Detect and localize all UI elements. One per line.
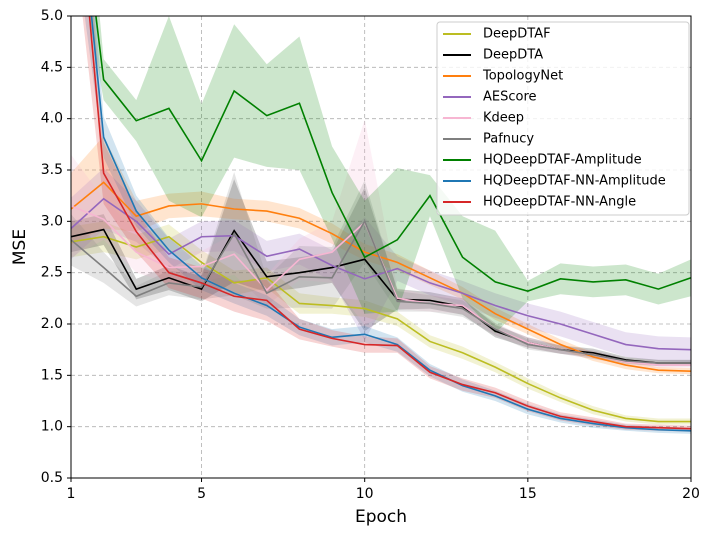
y-tick-label: 2.0 bbox=[41, 316, 63, 332]
y-tick-label: 4.5 bbox=[41, 59, 63, 75]
error-band bbox=[71, 172, 691, 367]
series-line bbox=[71, 228, 691, 364]
x-axis-label: Epoch bbox=[355, 507, 407, 527]
legend-frame bbox=[436, 21, 690, 216]
series-line bbox=[71, 235, 691, 423]
x-tick-label: 15 bbox=[519, 486, 537, 502]
y-tick-label: 2.5 bbox=[41, 265, 63, 281]
legend-label: HQDeepDTAF-NN-Amplitude bbox=[483, 174, 666, 189]
error-band bbox=[71, 221, 691, 425]
x-tick-label: 1 bbox=[67, 486, 76, 502]
legend: DeepDTAF DeepDTA TopologyNet AEScore Kdeep Pa… bbox=[436, 21, 690, 216]
legend-label: TopologyNet bbox=[482, 69, 563, 84]
x-tick-label: 20 bbox=[682, 486, 700, 502]
x-tick-label: 5 bbox=[197, 486, 206, 502]
error-band bbox=[71, 136, 691, 375]
plot-frame bbox=[70, 15, 692, 479]
lines bbox=[71, 16, 691, 432]
legend-label: DeepDTA bbox=[483, 48, 543, 63]
series-line bbox=[90, 16, 691, 432]
y-axis-label: MSE bbox=[10, 229, 30, 265]
series-line bbox=[71, 219, 691, 364]
series-line bbox=[88, 16, 691, 430]
series-line bbox=[71, 197, 691, 351]
ticks: 0.51.01.52.02.53.03.54.04.55.01 5 10 15 20 bbox=[41, 8, 700, 502]
series-line bbox=[95, 16, 691, 292]
legend-label: DeepDTAF bbox=[483, 27, 551, 42]
series-line bbox=[71, 181, 691, 373]
y-tick-label: 1.0 bbox=[41, 419, 63, 435]
legend-label: HQDeepDTAF-Amplitude bbox=[483, 153, 642, 168]
legend-label: AEScore bbox=[483, 90, 537, 105]
y-tick-label: 4.0 bbox=[41, 111, 63, 127]
error-band bbox=[71, 119, 691, 369]
y-tick-label: 3.0 bbox=[41, 213, 63, 229]
error-band bbox=[71, 167, 691, 362]
legend-label: Kdeep bbox=[483, 111, 524, 126]
legend-label: HQDeepDTAF-NN-Angle bbox=[483, 195, 636, 210]
y-tick-label: 1.5 bbox=[41, 367, 63, 383]
error-band bbox=[82, 16, 691, 432]
y-tick-label: 0.5 bbox=[41, 470, 63, 486]
legend-label: Pafnucy bbox=[483, 132, 534, 147]
y-tick-label: 3.5 bbox=[41, 162, 63, 178]
y-tick-label: 5.0 bbox=[41, 8, 63, 24]
x-tick-label: 10 bbox=[356, 486, 374, 502]
error-band bbox=[71, 179, 691, 367]
